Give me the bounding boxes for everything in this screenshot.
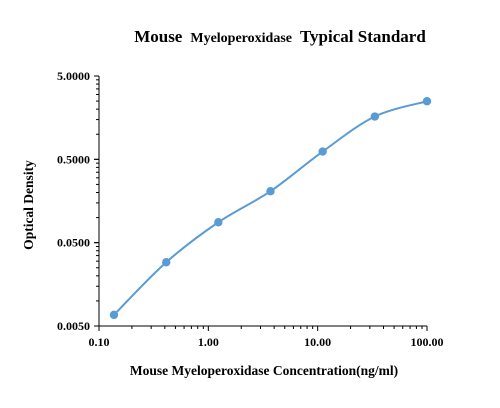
y-tick-label: 5.0000 xyxy=(57,69,90,83)
chart-title-part-3: Typical Standard xyxy=(300,27,426,46)
data-point xyxy=(370,112,380,121)
y-axis-label: Optical Density xyxy=(21,160,36,250)
series-group xyxy=(109,97,432,320)
series-line xyxy=(113,100,428,316)
data-point xyxy=(214,218,223,227)
chart-title-part-2: Myeloperoxidase xyxy=(190,31,292,46)
y-tick-label: 0.0500 xyxy=(57,236,90,250)
chart-title: Mouse Myeloperoxidase Typical Standard xyxy=(134,27,426,46)
data-point xyxy=(266,187,275,196)
x-tick-label: 1.00 xyxy=(198,335,219,349)
x-ticks: 0.10 1.00 10.00 100.00 xyxy=(89,326,444,349)
y-ticks: 0.0050 0.0500 0.5000 5.0000 xyxy=(57,69,99,333)
plot-area: 0.10 1.00 10.00 100.00 0.0050 0.0500 0.5000 5.… xyxy=(57,69,444,349)
chart-title-part-1: Mouse xyxy=(134,27,183,46)
y-tick-label: 0.5000 xyxy=(57,152,90,166)
data-point xyxy=(162,258,171,267)
data-point xyxy=(318,147,327,156)
x-tick-label: 10.00 xyxy=(304,335,331,349)
data-point xyxy=(109,310,119,320)
x-tick-label: 0.10 xyxy=(89,335,110,349)
x-tick-label: 100.00 xyxy=(411,335,444,349)
y-tick-label: 0.0050 xyxy=(57,319,90,333)
x-axis-label: Mouse Myeloperoxidase Concentration(ng/m… xyxy=(130,363,398,378)
data-point xyxy=(422,97,432,106)
